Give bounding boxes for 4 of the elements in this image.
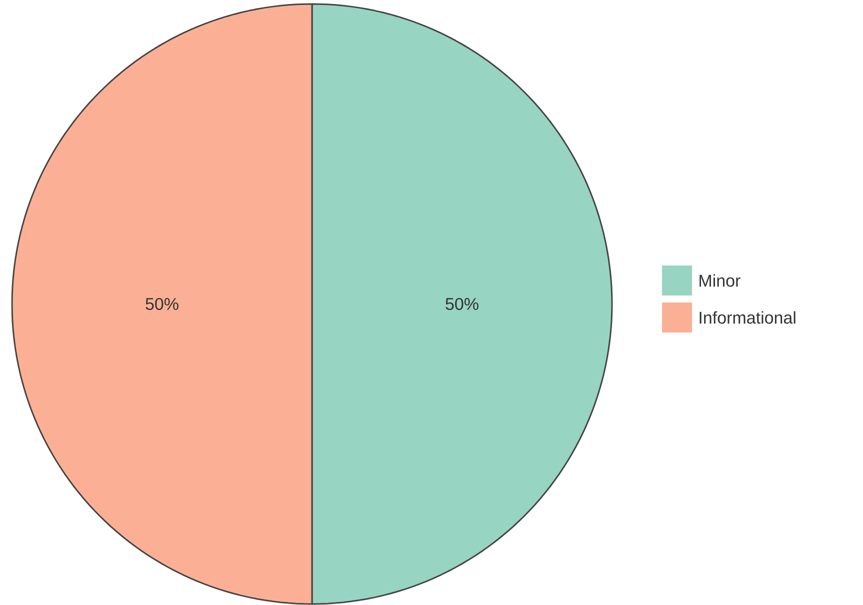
data-label: 50% <box>446 298 478 310</box>
data-label: 50% <box>146 298 178 310</box>
legend-label: Informational <box>700 311 796 324</box>
legend-label: Minor <box>700 274 740 287</box>
